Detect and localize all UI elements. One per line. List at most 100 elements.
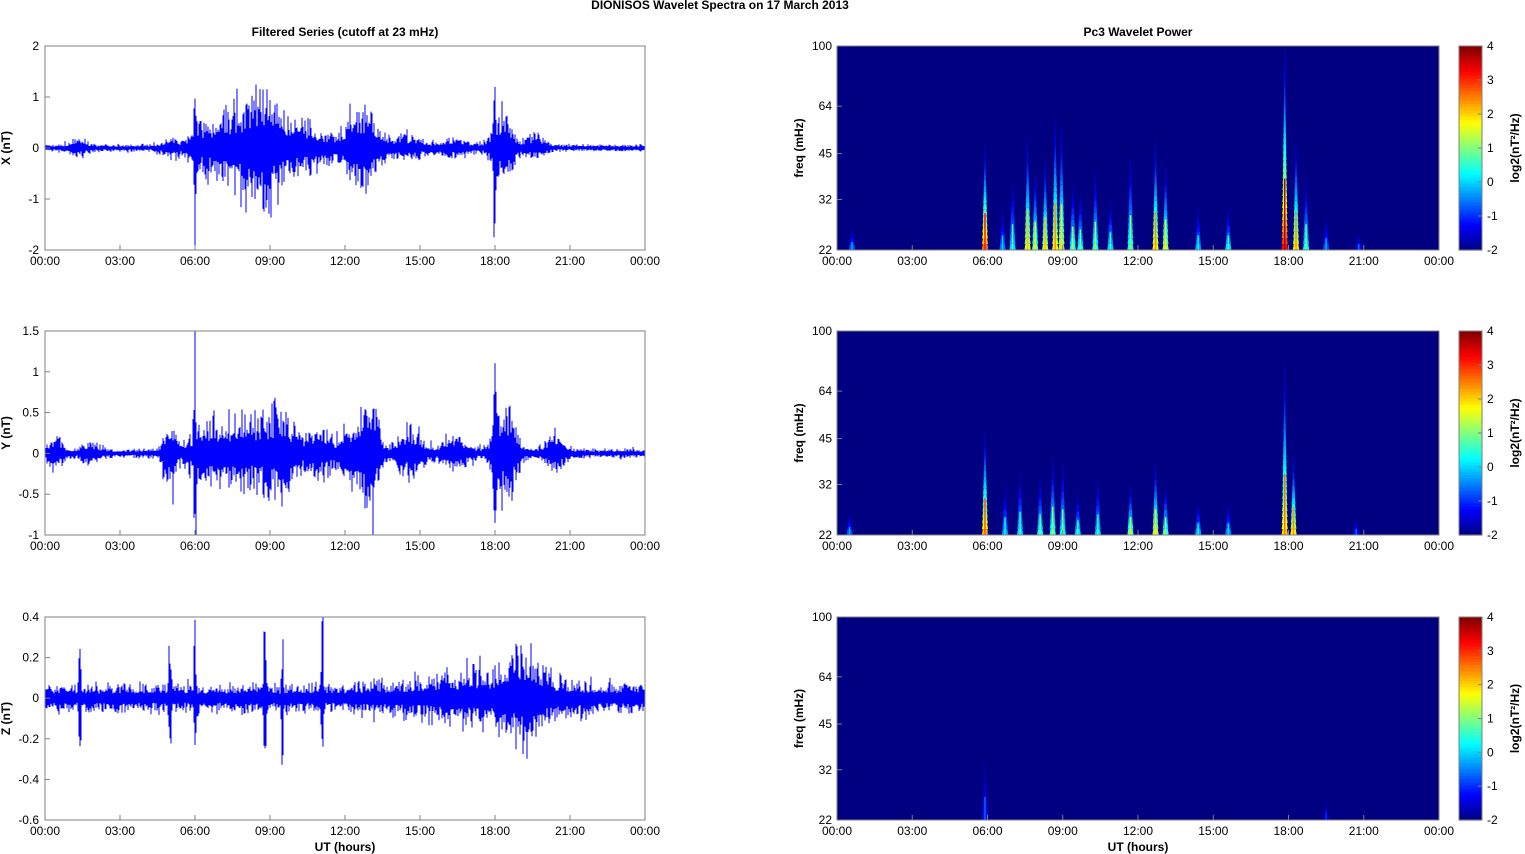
- burst-cell: [983, 179, 987, 186]
- x-tick-label: 18:00: [480, 539, 510, 553]
- colorbar-segment: [1459, 743, 1482, 748]
- y-tick-label: 32: [819, 478, 833, 492]
- x-tick-label: 09:00: [255, 254, 285, 268]
- burst-cell: [984, 144, 986, 151]
- burst-cell: [1283, 46, 1286, 52]
- burst-cell: [1001, 214, 1004, 221]
- burst-cell: [1153, 194, 1158, 201]
- burst-cell: [1154, 479, 1157, 486]
- burst-cell: [1292, 479, 1295, 486]
- colorbar-segment: [1459, 138, 1482, 143]
- line-panel-0: 210-1-200:00 03:00 06:00 09:00 12:00 15:00 18:…: [0, 25, 660, 268]
- burst-cell: [1079, 191, 1082, 198]
- burst-cell: [1078, 214, 1082, 221]
- burst-cell: [847, 523, 852, 530]
- burst-cell: [1283, 403, 1286, 410]
- burst-cell: [1096, 499, 1100, 506]
- colorbar-segment: [1459, 525, 1482, 530]
- burst-cell: [1044, 168, 1046, 175]
- burst-cell: [1093, 200, 1097, 207]
- colorbar-segment: [1459, 106, 1482, 111]
- colorbar-segment: [1459, 455, 1482, 460]
- x-tick-label: 03:00: [105, 254, 135, 268]
- burst-cell: [1044, 162, 1046, 169]
- series-line: [44, 84, 646, 250]
- colorbar-segment: [1459, 445, 1482, 450]
- colorbar-segment: [1459, 423, 1482, 428]
- burst-cell: [1283, 397, 1286, 404]
- burst-cell: [984, 435, 986, 442]
- burst-cell: [1109, 205, 1112, 213]
- burst-cell: [1154, 485, 1157, 493]
- colorbar-segment: [1459, 170, 1482, 175]
- colorbar-segment: [1459, 626, 1482, 631]
- burst-cell: [1079, 208, 1082, 215]
- burst-cell: [1011, 194, 1014, 201]
- burst-cell: [1153, 492, 1158, 499]
- burst-cell: [1129, 185, 1132, 192]
- burst-cell: [1053, 161, 1057, 168]
- heatmap-bursts: [846, 361, 1360, 535]
- colorbar-segment: [1459, 484, 1482, 488]
- burst-cell: [1034, 169, 1036, 176]
- colorbar-segment: [1459, 401, 1482, 405]
- burst-cell: [1295, 157, 1297, 164]
- burst-cell: [1001, 220, 1004, 227]
- burst-cell: [1283, 361, 1286, 368]
- burst-cell: [984, 753, 986, 760]
- burst-cell: [1061, 467, 1064, 474]
- burst-cell: [1051, 479, 1054, 486]
- burst-cell: [1075, 517, 1081, 524]
- colorbar-segment: [1459, 712, 1482, 716]
- colorbar-segment: [1459, 804, 1482, 808]
- burst-cell: [1053, 197, 1058, 203]
- burst-core: [1001, 235, 1004, 250]
- burst-cell: [1324, 224, 1328, 231]
- burst-cell: [1292, 460, 1295, 467]
- burst-cell: [1153, 200, 1158, 207]
- burst-cell: [848, 512, 851, 519]
- y-tick-label: 45: [819, 147, 833, 161]
- burst-cell: [1283, 94, 1286, 100]
- burst-cell: [1026, 152, 1029, 159]
- burst-cell: [1044, 156, 1046, 163]
- burst-cell: [1227, 214, 1230, 221]
- burst-cell: [1282, 469, 1287, 476]
- x-tick-label: 03:00: [897, 539, 927, 553]
- x-tick-label: 18:00: [480, 824, 510, 838]
- colorbar-segment: [1459, 81, 1482, 85]
- burst-cell: [1094, 181, 1097, 189]
- burst-cell: [983, 203, 987, 210]
- colorbar-segment: [1459, 97, 1482, 101]
- burst-cell: [1018, 504, 1023, 511]
- colorbar-segment: [1459, 49, 1482, 53]
- colorbar-segment: [1459, 461, 1482, 466]
- burst-cell: [1070, 219, 1075, 226]
- burst-cell: [982, 209, 988, 215]
- y-tick-label: -1: [28, 192, 39, 206]
- burst-cell: [982, 789, 988, 796]
- x-tick-label: 06:00: [972, 254, 1002, 268]
- x-tick-label: 15:00: [1198, 539, 1228, 553]
- colorbar-segment: [1459, 750, 1482, 754]
- burst-cell: [1295, 151, 1297, 158]
- colorbar-segment: [1459, 791, 1482, 796]
- x-tick-label: 21:00: [555, 539, 585, 553]
- burst-cell: [1283, 58, 1286, 64]
- colorbar-segment: [1459, 141, 1482, 146]
- colorbar-segment: [1459, 234, 1482, 238]
- burst-cell: [1292, 454, 1295, 461]
- colorbar-segment: [1459, 775, 1482, 780]
- y-tick-label: 22: [819, 528, 833, 542]
- burst-cell: [1071, 207, 1075, 214]
- colorbar-segment: [1459, 71, 1482, 76]
- burst-cell: [1076, 505, 1080, 512]
- colorbar-segment: [1459, 702, 1482, 707]
- colorbar-segment: [1459, 620, 1482, 624]
- colorbar-segment: [1459, 119, 1482, 124]
- y-tick-label: 64: [819, 99, 833, 113]
- burst-cell: [1283, 64, 1286, 70]
- colorbar-segment: [1459, 199, 1482, 203]
